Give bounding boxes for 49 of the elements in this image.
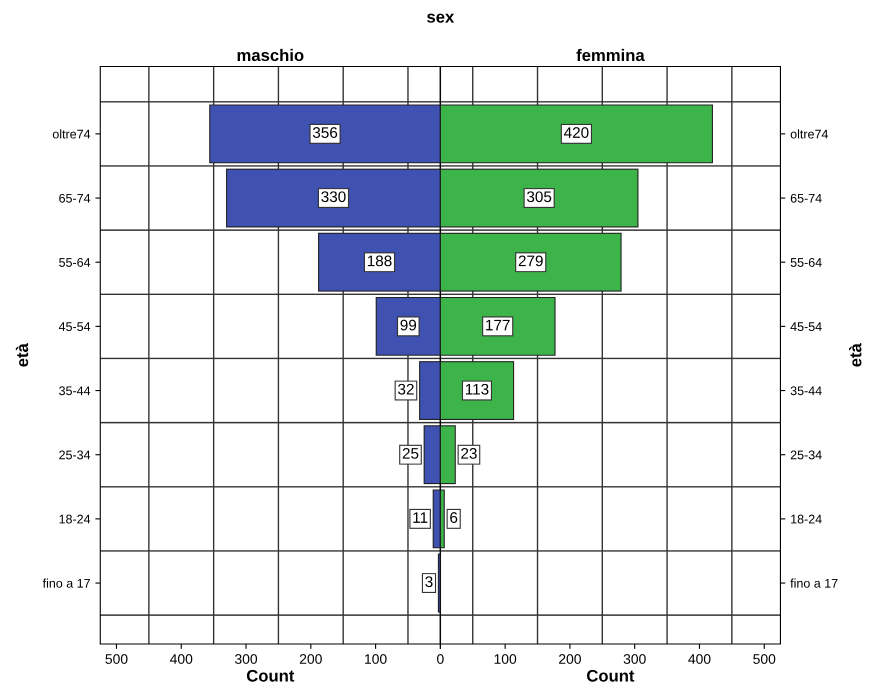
data-label: 113 xyxy=(466,384,488,395)
x-tick-label: 200 xyxy=(300,654,322,664)
y-tick-label: 45-54 xyxy=(58,322,90,332)
y-tick-label: 25-34 xyxy=(59,450,90,460)
data-label: 356 xyxy=(312,127,338,138)
data-label: 11 xyxy=(413,512,428,523)
y-tick-label: 65-74 xyxy=(790,194,822,203)
data-label: 3 xyxy=(425,576,433,588)
y-tick-label: 35-44 xyxy=(790,386,822,396)
x-tick-label: 400 xyxy=(170,654,192,664)
y-tick-label: 55-64 xyxy=(59,258,90,267)
y-tick-label: 18-24 xyxy=(791,514,822,524)
y-axis-title: età xyxy=(849,343,862,367)
x-tick-label: 400 xyxy=(688,654,711,664)
data-label: 99 xyxy=(400,320,416,330)
data-label: 32 xyxy=(398,384,414,395)
chart-title: femmina xyxy=(576,48,645,62)
x-tick-label: 0 xyxy=(437,654,444,664)
data-label: 305 xyxy=(526,191,552,202)
x-tick-label: 500 xyxy=(105,654,128,664)
data-label: 420 xyxy=(564,127,589,138)
data-label: 25 xyxy=(402,448,418,459)
y-tick-label: fino a 17 xyxy=(790,578,838,588)
y-tick-label: oltre74 xyxy=(790,129,828,139)
x-tick-label: 200 xyxy=(559,654,581,664)
x-tick-label: 100 xyxy=(365,654,387,664)
y-tick-label: 45-54 xyxy=(790,322,822,332)
y-tick-label: 55-64 xyxy=(790,258,822,267)
y-tick-label: 18-24 xyxy=(60,514,90,524)
y-axis-title: età xyxy=(16,343,28,367)
data-label: 330 xyxy=(321,191,346,202)
x-tick-label: 100 xyxy=(494,654,516,664)
x-tick-label: 300 xyxy=(234,654,258,664)
data-label: 6 xyxy=(450,512,458,523)
y-tick-label: fino a 17 xyxy=(42,578,90,588)
text: sex xyxy=(427,14,454,23)
x-axis-title: Count xyxy=(587,670,634,682)
data-label: 177 xyxy=(486,320,510,330)
data-label: 279 xyxy=(518,255,543,266)
chart-title: maschio xyxy=(238,48,304,62)
data-label: 23 xyxy=(461,448,477,459)
y-tick-label: oltre74 xyxy=(52,129,90,139)
x-axis-title: Count xyxy=(246,670,294,682)
y-tick-label: 25-34 xyxy=(790,450,822,460)
data-label: 188 xyxy=(368,255,392,266)
x-tick-label: 500 xyxy=(753,654,776,664)
y-tick-label: 35-44 xyxy=(59,386,90,396)
x-tick-label: 300 xyxy=(624,654,646,664)
y-tick-label: 65-74 xyxy=(59,194,90,203)
